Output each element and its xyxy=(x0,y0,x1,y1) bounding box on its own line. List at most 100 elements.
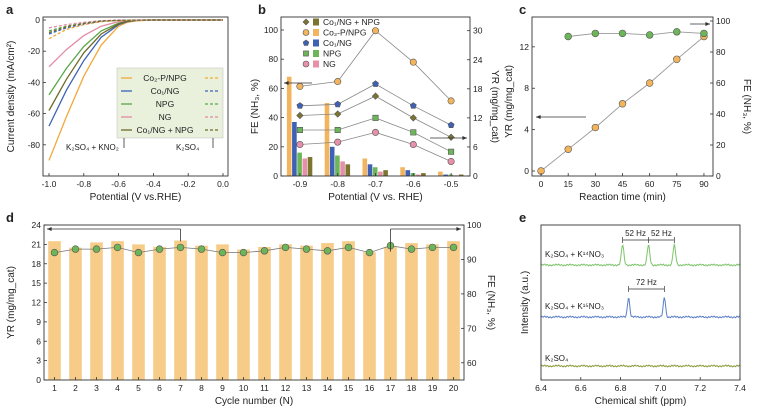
fe-trend-line xyxy=(568,31,705,37)
yr-point xyxy=(564,145,572,153)
y-axis-label-left: YR (mg/mg_cat) xyxy=(504,65,515,138)
yr-point xyxy=(371,27,379,35)
x-tick-label: 4 xyxy=(115,383,120,393)
fe-bar xyxy=(307,157,313,176)
x-tick-label: -0.9 xyxy=(293,179,308,189)
yr-bar xyxy=(405,243,418,380)
x-tick-label: 7.0 xyxy=(654,383,666,393)
y-tick-label-right: 60 xyxy=(716,78,726,88)
fe-bar xyxy=(443,174,448,176)
arrow-to-left-axis-head xyxy=(284,81,289,85)
x-tick-label: 60 xyxy=(645,179,655,189)
x-tick-label: 19 xyxy=(428,383,438,393)
fe-point xyxy=(618,29,627,38)
x-tick-label: 9 xyxy=(220,383,225,393)
x-axis-label: Reaction time (min) xyxy=(579,192,666,203)
yr-bar xyxy=(111,241,124,380)
yr-point xyxy=(447,133,455,141)
coupling-label: 52 Hz xyxy=(625,229,646,238)
legend-label: NG xyxy=(159,112,172,122)
y-axis-label: Current density (mA/cm²) xyxy=(6,41,17,153)
x-tick-label: 20 xyxy=(449,383,459,393)
y-tick-label-right: 20 xyxy=(716,140,726,150)
fe-point xyxy=(302,245,311,253)
fe-point xyxy=(113,243,122,252)
yr-point xyxy=(409,58,417,66)
y-tick-label-left: 21 xyxy=(32,239,42,249)
yr-point xyxy=(409,114,417,122)
series-line-6 xyxy=(48,19,223,35)
x-tick-label: -1.0 xyxy=(42,179,57,189)
legend-label: Co₁/NG + NPG xyxy=(323,17,380,27)
x-tick-label: 13 xyxy=(302,383,312,393)
yr-point xyxy=(447,97,455,105)
legend-label: Co₁/NG xyxy=(151,86,180,96)
y-tick-label-left: 0 xyxy=(524,166,529,176)
y-tick-label-left: 0 xyxy=(273,171,278,181)
y-tick-label: -40 xyxy=(28,77,41,87)
yr-bar xyxy=(342,241,355,380)
legend-marker-swatch xyxy=(302,29,310,36)
legend-bar-swatch xyxy=(313,60,319,68)
x-tick-label: -0.4 xyxy=(146,179,161,189)
y-tick-label: 0 xyxy=(35,15,40,25)
nmr-spectrum-0 xyxy=(540,242,741,267)
x-axis-label: Cycle number (N) xyxy=(215,396,293,407)
y-tick-label-right: 60 xyxy=(467,358,477,368)
y-tick-label-left: 60 xyxy=(269,83,279,93)
legend-bar-swatch xyxy=(313,50,319,57)
x-tick-label: 75 xyxy=(672,179,682,189)
spectrum-label: K₂SO₄ + K¹⁵NO₃ xyxy=(545,302,604,311)
yr-point xyxy=(334,126,341,134)
fe-point xyxy=(323,247,332,255)
fe-bar xyxy=(335,155,340,176)
arrow-to-right-axis-head xyxy=(456,227,461,231)
annotation-nitrite: K₂SO₄ + KNO₂ xyxy=(66,143,119,152)
coupling-label: 52 Hz xyxy=(651,229,672,238)
fe-point xyxy=(564,32,572,41)
fe-bar xyxy=(378,171,383,176)
panel-label: e xyxy=(519,210,526,225)
fe-point xyxy=(428,243,437,252)
x-tick-label: 12 xyxy=(281,383,291,393)
y-tick-label-left: 100 xyxy=(264,25,278,35)
yr-point xyxy=(447,157,455,165)
fe-bar xyxy=(405,170,411,176)
panel-c: c 0 15 30 45 60 75 90 0 4 8 12 0 20 40 60 80 100 Reaction … xyxy=(504,2,752,203)
y-tick-label: -60 xyxy=(28,109,41,119)
y-tick-label-right: 80 xyxy=(467,289,477,299)
yr-bar xyxy=(153,246,166,380)
y-tick-label-right: 12 xyxy=(473,113,483,123)
fe-bar xyxy=(302,158,308,176)
annotation-blank: K₂SO₄ xyxy=(176,143,199,152)
fe-point xyxy=(407,245,416,253)
fe-bar xyxy=(367,164,373,176)
y-axis-label: Intensity (a.u.) xyxy=(520,271,531,334)
fe-point xyxy=(365,248,374,257)
x-axis-label: Potential (V vs.RHE) xyxy=(90,192,182,203)
fe-point xyxy=(344,243,353,252)
y-tick-label-left: 0 xyxy=(36,375,41,385)
yr-bar xyxy=(216,244,229,380)
y-tick-label-left: 15 xyxy=(32,278,42,288)
legend-label: NG xyxy=(323,59,336,69)
legend-marker-swatch xyxy=(303,50,309,57)
yr-point xyxy=(371,92,380,100)
x-tick-label: 16 xyxy=(365,383,375,393)
spectrum-label: K₂SO₄ + K¹⁴NO₃ xyxy=(545,250,604,259)
series-line-8 xyxy=(48,19,223,29)
legend-bar-swatch xyxy=(313,39,319,47)
fe-point xyxy=(645,31,654,39)
yr-point xyxy=(296,141,304,149)
fe-bar xyxy=(400,167,405,176)
fe-point xyxy=(92,245,101,253)
yr-bar xyxy=(321,243,334,380)
y-tick-label-left: 3 xyxy=(36,356,41,366)
fe-bar xyxy=(415,174,421,176)
x-tick-label: 8 xyxy=(199,383,204,393)
y-tick-label-right: 40 xyxy=(716,109,726,119)
yr-point xyxy=(296,102,304,109)
yr-bar xyxy=(237,249,250,380)
yr-point xyxy=(334,78,342,86)
legend-marker-swatch xyxy=(302,60,310,68)
